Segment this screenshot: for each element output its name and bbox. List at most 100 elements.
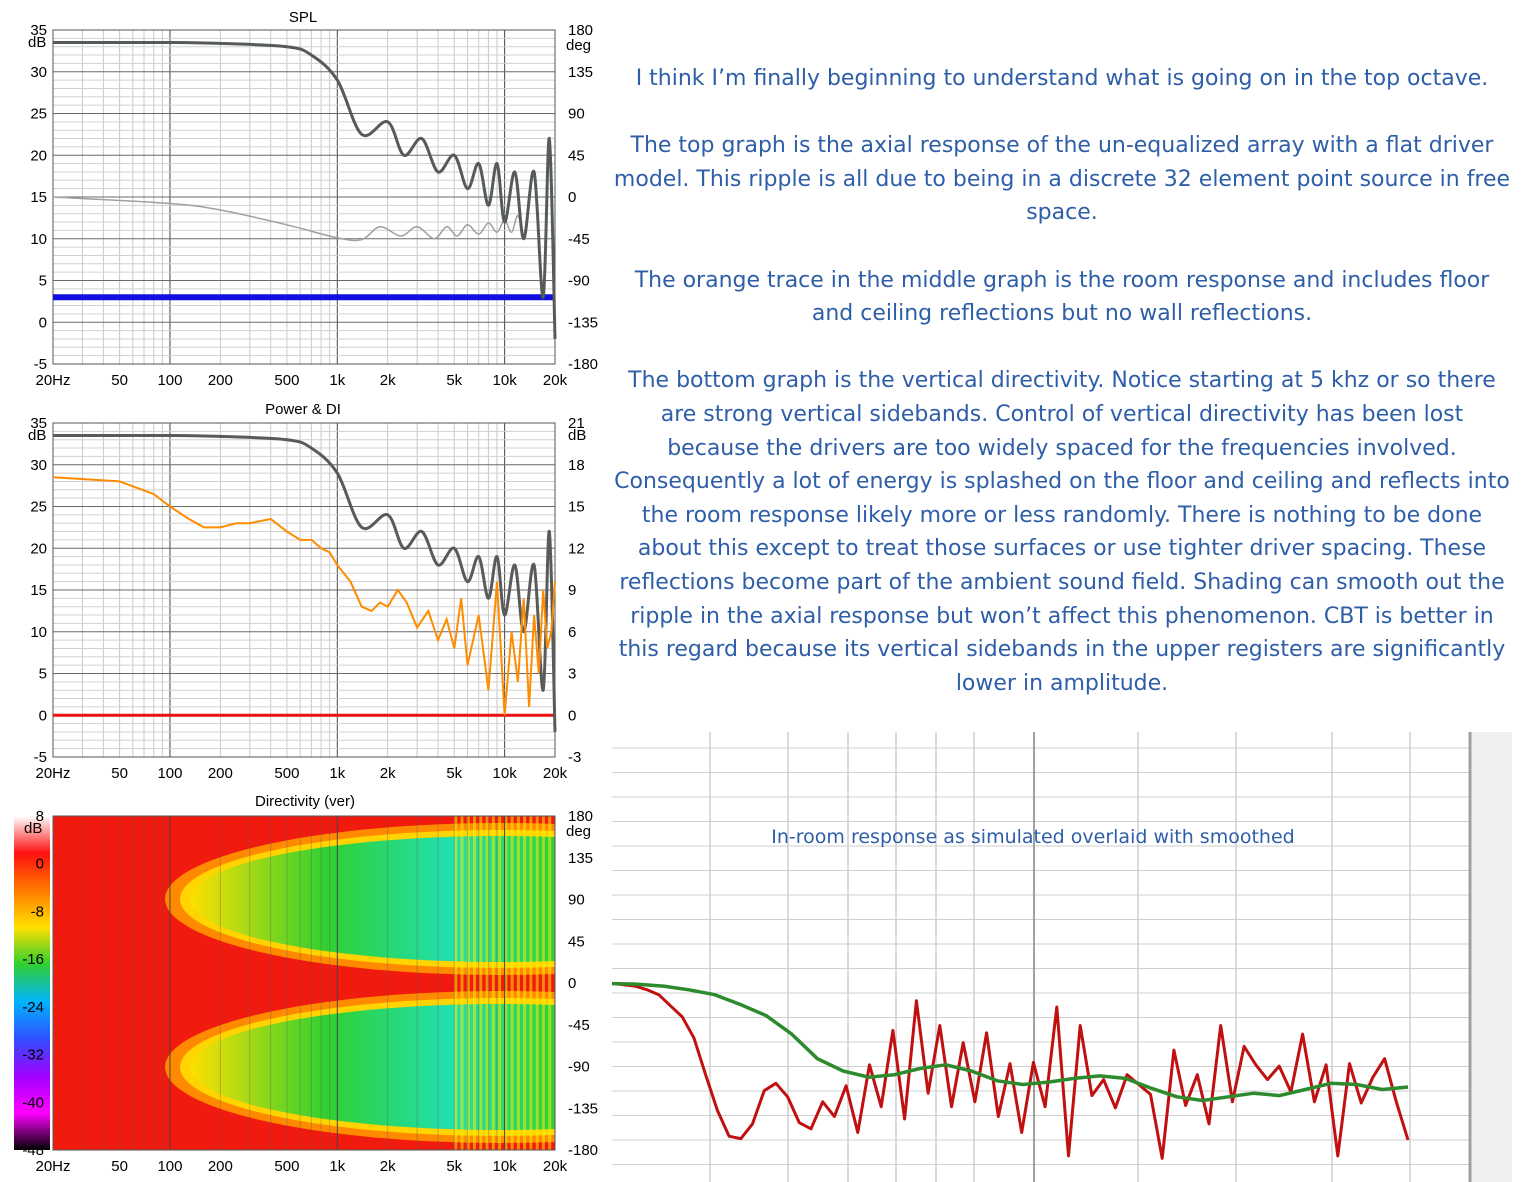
colorbar-tick-label: -32 — [22, 1047, 44, 1064]
y2-tick-label: 12 — [568, 540, 585, 557]
y-tick-label: 35 — [30, 415, 47, 432]
y-tick-label: 35 — [30, 22, 47, 39]
power-di-title: Power & DI — [265, 401, 341, 418]
colorbar-unit: dB — [24, 820, 42, 837]
sideband-stripe — [466, 816, 470, 1150]
x-tick-label: 200 — [208, 372, 233, 389]
y-tick-label: -5 — [34, 356, 47, 373]
x-tick-label: 500 — [274, 372, 299, 389]
in-room-raw-curve — [612, 981, 1410, 1160]
scrollbar-track[interactable] — [1470, 732, 1512, 1182]
sideband-stripe — [454, 816, 458, 1150]
y2-tick-label: 21 — [568, 415, 585, 432]
sideband-stripe — [548, 816, 552, 1150]
y2-tick-label: -45 — [568, 231, 590, 248]
spl-series — [52, 40, 557, 339]
y-tick-label: 15 — [30, 189, 47, 206]
y2-tick-label: 135 — [568, 64, 593, 81]
directivity-y-unit: deg — [566, 823, 591, 840]
sideband-stripe — [460, 816, 464, 1150]
colorbar-ticks: 8 0 -8 -16 -24 -32 -40 -48 — [22, 808, 44, 1159]
x-tick-label: 10k — [493, 765, 518, 782]
x-tick-label: 10k — [493, 1158, 518, 1175]
x-tick-label: 2k — [380, 372, 396, 389]
y-tick-label: 30 — [30, 457, 47, 474]
chart-caption: In-room response as simulated overlaid w… — [771, 826, 1295, 848]
x-tick-label: 200 — [208, 765, 233, 782]
power-di-y-ticks: 35 30 25 20 15 10 5 0 -5 — [30, 415, 47, 766]
spl-x-ticks: 20Hz 50 100 200 500 1k 2k 5k 10k 20k — [35, 372, 567, 389]
power-di-y-unit: dB — [28, 427, 46, 444]
y-tick-label: 5 — [39, 273, 47, 290]
power-di-y2-unit: dB — [568, 427, 586, 444]
sideband-stripe — [529, 816, 533, 1150]
y-tick-label: 30 — [30, 64, 47, 81]
y2-tick-label: -45 — [568, 1017, 590, 1034]
y2-tick-label: 90 — [568, 892, 585, 909]
colorbar-tick-label: -48 — [22, 1142, 44, 1159]
sideband-stripe — [516, 816, 520, 1150]
y2-tick-label: -180 — [568, 1142, 598, 1159]
y2-tick-label: 0 — [568, 707, 576, 724]
sideband-stripe — [498, 816, 502, 1150]
x-tick-label: 500 — [274, 1158, 299, 1175]
x-tick-label: 100 — [157, 1158, 182, 1175]
colorbar-tick-label: -40 — [22, 1094, 44, 1111]
directivity-grid — [52, 816, 556, 1150]
sideband-stripe — [485, 816, 489, 1150]
x-tick-label: 2k — [380, 765, 396, 782]
y2-tick-label: 3 — [568, 666, 576, 683]
y2-tick-label: 6 — [568, 624, 576, 641]
sideband-stripe — [510, 816, 514, 1150]
colorbar-tick-label: 0 — [36, 856, 44, 873]
colorbar-tick-label: -8 — [31, 903, 44, 920]
y2-tick-label: 9 — [568, 582, 576, 599]
x-tick-label: 200 — [208, 1158, 233, 1175]
y-tick-label: 25 — [30, 106, 47, 123]
x-tick-label: 1k — [329, 1158, 345, 1175]
x-tick-label: 50 — [111, 765, 128, 782]
in-room-grid — [612, 732, 1470, 1182]
sideband-stripe — [479, 816, 483, 1150]
directivity-y-ticks: 180 135 90 45 0 -45 -90 -135 -180 — [568, 808, 598, 1159]
sideband-stripe — [535, 816, 539, 1150]
room-response-curve — [52, 476, 556, 716]
y2-tick-label: 0 — [568, 189, 576, 206]
power-di-series — [52, 433, 557, 732]
y-tick-label: 0 — [39, 707, 47, 724]
spl-y2-unit: deg — [566, 37, 591, 54]
y-tick-label: 10 — [30, 231, 47, 248]
spl-title: SPL — [289, 9, 317, 26]
colorbar-tick-label: -16 — [22, 951, 44, 968]
y2-tick-label: 18 — [568, 457, 585, 474]
power-di-grid — [52, 422, 556, 758]
y2-tick-label: -180 — [568, 356, 598, 373]
sideband-stripe — [491, 816, 495, 1150]
y2-tick-label: 180 — [568, 808, 593, 825]
colorbar — [14, 816, 50, 1150]
in-room-response-chart — [612, 732, 1512, 1182]
power-di-y2-ticks: 21 18 15 12 9 6 3 0 -3 — [568, 415, 585, 766]
y2-tick-label: 135 — [568, 850, 593, 867]
x-tick-label: 20k — [543, 372, 568, 389]
sideband-stripe — [523, 816, 527, 1150]
x-tick-label: 20k — [543, 765, 568, 782]
colorbar-tick-label: 8 — [36, 808, 44, 825]
sideband-stripe — [541, 816, 545, 1150]
note-paragraph: I think I’m finally beginning to underst… — [635, 66, 1489, 91]
x-tick-label: 1k — [329, 372, 345, 389]
in-room-smoothed-curve — [612, 981, 1409, 1103]
x-tick-label: 20Hz — [35, 765, 70, 782]
x-tick-label: 2k — [380, 1158, 396, 1175]
directivity-chart: Directivity (ver) 8 0 -8 -16 -24 -32 -40 -48 dB… — [14, 793, 598, 1175]
y2-tick-label: 15 — [568, 499, 585, 516]
directivity-x-ticks: 20Hz 50 100 200 500 1k 2k 5k 10k 20k — [35, 1158, 567, 1175]
spl-phase-curve — [52, 196, 525, 242]
directivity-title: Directivity (ver) — [255, 793, 355, 810]
colorbar-tick-label: -24 — [22, 999, 44, 1016]
note-paragraph: The orange trace in the middle graph is … — [634, 267, 1490, 327]
x-tick-label: 10k — [493, 372, 518, 389]
y2-tick-label: -135 — [568, 1100, 598, 1117]
x-tick-label: 20Hz — [35, 372, 70, 389]
